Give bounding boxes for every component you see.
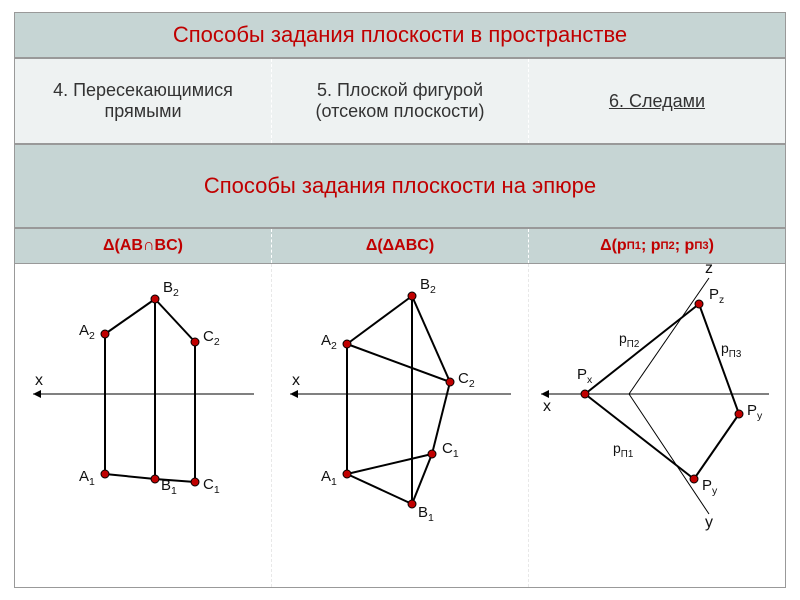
- point-label: Py: [747, 402, 762, 422]
- axis-label: y: [705, 514, 713, 532]
- diagram-labels-band: Δ(AB∩BC) Δ(ΔABC) Δ(pП1; pП2; pП3): [14, 228, 786, 264]
- column-4: 4. Пересекающимися прямыми: [15, 59, 272, 143]
- diag-label-3: Δ(pП1; pП2; pП3): [529, 229, 785, 263]
- point-label: B1: [418, 504, 434, 524]
- point-label: A1: [321, 468, 337, 488]
- axis-label: x: [292, 372, 300, 390]
- point-label: C2: [203, 328, 220, 348]
- point-label: Pz: [709, 286, 724, 306]
- point-label: Px: [577, 366, 592, 386]
- d3-sep2: ; p: [675, 237, 695, 255]
- point-label: Py: [702, 477, 717, 497]
- point-label: B2: [420, 276, 436, 296]
- point-label: B1: [161, 477, 177, 497]
- point-label: A2: [321, 332, 337, 352]
- d3-sep1: ; p: [641, 237, 661, 255]
- diagram-2: x A2 B2 C2 A1 C1 B1: [272, 264, 529, 587]
- d3-close: ): [709, 237, 714, 255]
- edge-label: pП3: [721, 340, 741, 360]
- diag-label-1: Δ(AB∩BC): [15, 229, 272, 263]
- d3-p1: П1: [627, 240, 641, 252]
- d3-prefix: Δ(p: [600, 237, 627, 255]
- axis-label: z: [705, 260, 713, 278]
- columns-band: 4. Пересекающимися прямыми 5. Плоской фи…: [14, 58, 786, 144]
- axis-label: x: [35, 372, 43, 390]
- point-label: A1: [79, 468, 95, 488]
- subheader-band: Способы задания плоскости на эпюре: [14, 144, 786, 228]
- header-band: Способы задания плоскости в пространстве: [14, 12, 786, 58]
- d3-p2: П2: [661, 240, 675, 252]
- diagram-1: x A2 B2 C2 A1 B1 C1: [15, 264, 272, 587]
- point-label: C1: [203, 476, 220, 496]
- diagram-3: xzyPxPzPyPypП2pП3pП1: [529, 264, 787, 587]
- axis-label: x: [543, 398, 551, 416]
- edge-label: pП1: [613, 440, 633, 460]
- edge-label: pП2: [619, 330, 639, 350]
- slide: Способы задания плоскости в пространстве…: [0, 0, 800, 600]
- point-label: C2: [458, 370, 475, 390]
- d3-p3: П3: [694, 240, 708, 252]
- diag-label-2: Δ(ΔABC): [272, 229, 529, 263]
- column-5: 5. Плоской фигурой (отсеком плоскости): [272, 59, 529, 143]
- header-title: Способы задания плоскости в пространстве: [173, 22, 627, 48]
- column-6: 6. Следами: [529, 59, 785, 143]
- subheader-title: Способы задания плоскости на эпюре: [204, 173, 596, 199]
- point-label: C1: [442, 440, 459, 460]
- column-6-text: 6. Следами: [609, 91, 705, 112]
- diagram-area: xA2B2C2A1B1C1 xA2B2C2A1C1B1 xzyPxPzPyPyp…: [14, 264, 786, 588]
- point-label: B2: [163, 279, 179, 299]
- point-label: A2: [79, 322, 95, 342]
